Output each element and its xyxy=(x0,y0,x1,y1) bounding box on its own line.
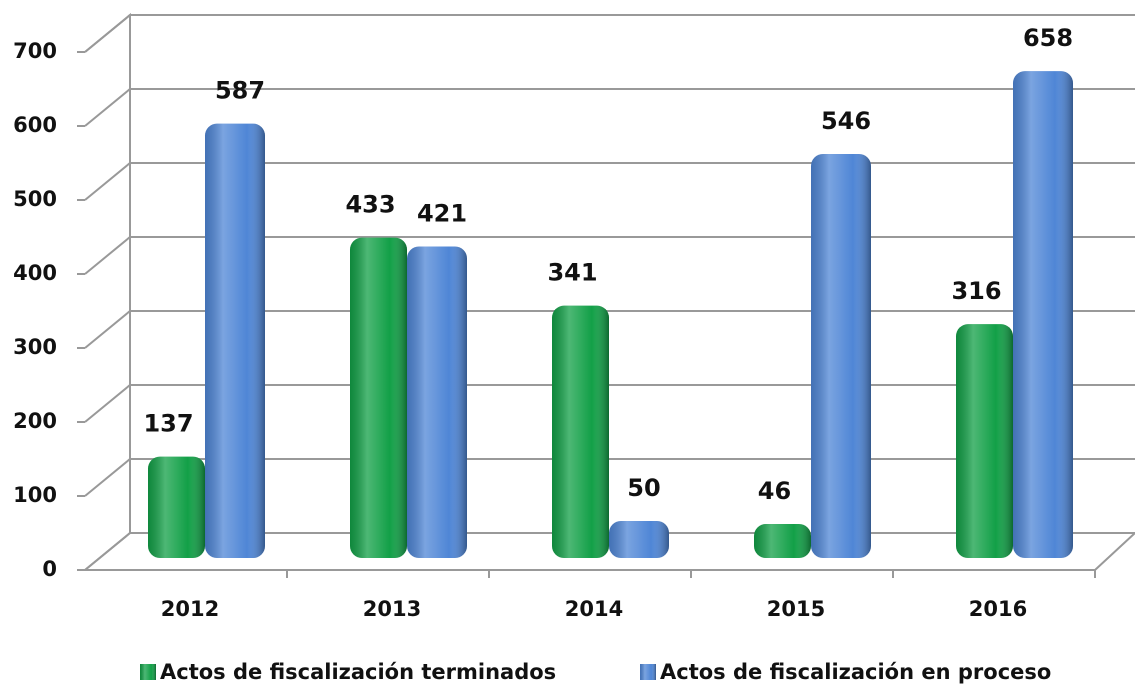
legend-label: Actos de fiscalización terminados xyxy=(160,660,556,684)
data-label: 433 xyxy=(345,191,395,219)
x-tick-label: 2013 xyxy=(363,597,421,621)
y-tick-label: 200 xyxy=(13,409,57,433)
y-tick-label: 400 xyxy=(13,261,57,285)
x-tick-label: 2015 xyxy=(767,597,825,621)
data-label: 658 xyxy=(1023,24,1073,52)
x-tick-label: 2012 xyxy=(161,597,219,621)
bar-shade xyxy=(148,456,205,558)
bar-shade xyxy=(811,153,871,558)
data-label: 546 xyxy=(821,107,871,135)
grid-line xyxy=(84,88,1135,127)
grid-line xyxy=(84,384,1135,423)
grid-line xyxy=(84,310,1135,349)
bar-shade xyxy=(407,246,467,558)
y-tick-label: 300 xyxy=(13,335,57,359)
grid-line xyxy=(84,162,1135,201)
bar-shade xyxy=(350,237,407,558)
data-label: 137 xyxy=(143,410,193,438)
grid-line xyxy=(84,236,1135,275)
bar-shade xyxy=(956,324,1013,558)
x-tick-label: 2016 xyxy=(969,597,1027,621)
grid-line xyxy=(84,14,1135,53)
data-label: 341 xyxy=(547,259,597,287)
bar-shade xyxy=(609,521,669,558)
bar-shade xyxy=(754,523,811,558)
bar-shade xyxy=(552,305,609,558)
data-label: 587 xyxy=(215,77,265,105)
x-tick-label: 2014 xyxy=(565,597,623,621)
data-label: 46 xyxy=(758,477,791,505)
y-tick-label: 100 xyxy=(13,483,57,507)
side-wall xyxy=(84,12,131,571)
legend-label: Actos de fiscalización en proceso xyxy=(660,660,1051,684)
y-tick-label: 0 xyxy=(42,557,57,581)
grid-line xyxy=(84,458,1135,497)
y-tick-label: 700 xyxy=(13,39,57,63)
y-tick-label: 600 xyxy=(13,113,57,137)
data-label: 421 xyxy=(417,199,467,227)
legend-swatch-shade xyxy=(640,664,656,680)
y-tick-label: 500 xyxy=(13,187,57,211)
data-label: 316 xyxy=(951,277,1001,305)
data-label: 50 xyxy=(627,474,660,502)
bar-shade xyxy=(1013,71,1073,558)
legend-swatch-shade xyxy=(140,664,156,680)
bar-shade xyxy=(205,123,265,559)
